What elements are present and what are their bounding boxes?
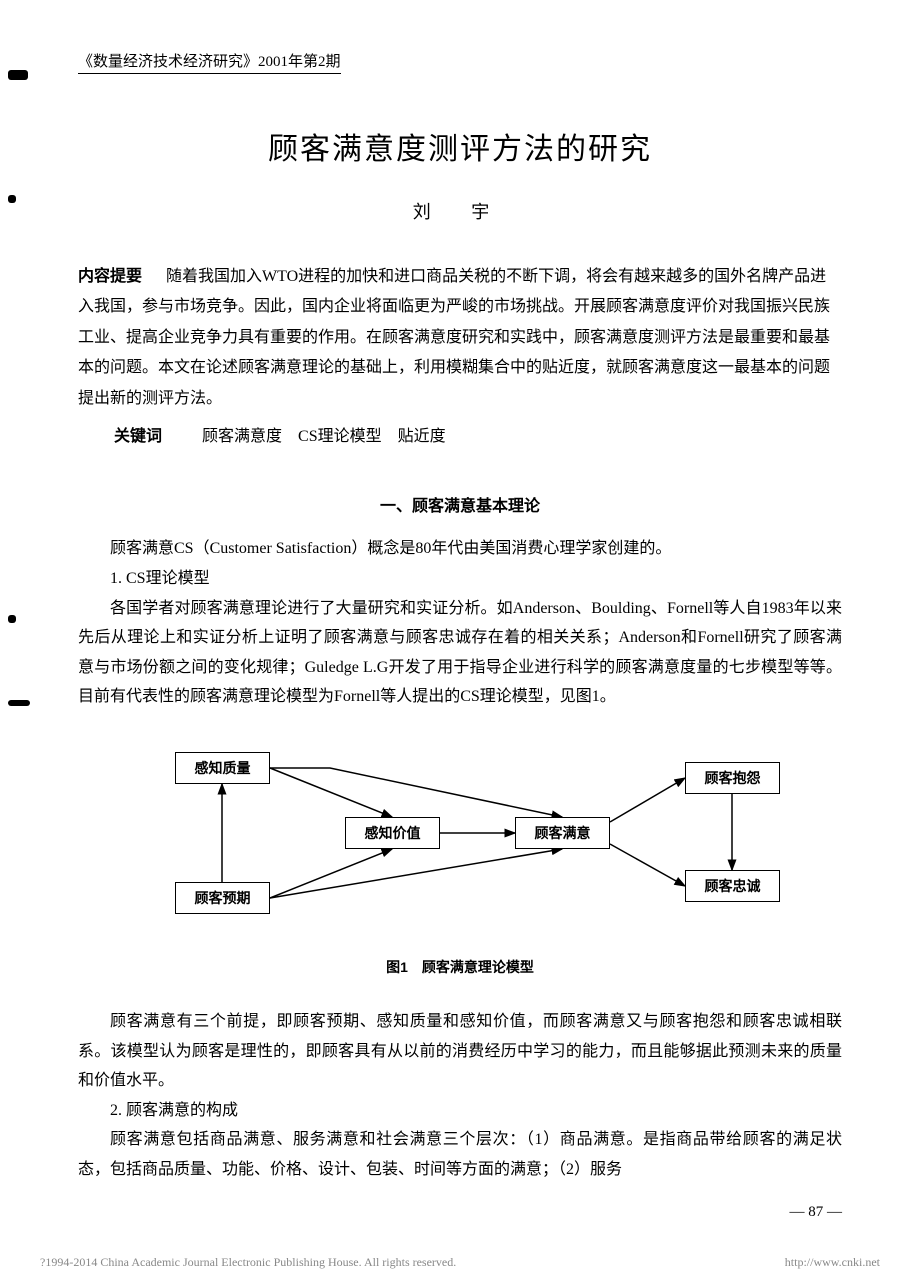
edge-customer_expectation-to-perceived_value: [270, 849, 392, 898]
keywords-indent: [78, 428, 110, 445]
paper-page: 《数量经济技术经济研究》2001年第2期 顾客满意度测评方法的研究 刘 宇 内容…: [0, 0, 920, 1251]
footer: ?1994-2014 China Academic Journal Electr…: [40, 1255, 880, 1270]
author-name: 刘 宇: [78, 198, 842, 224]
node-perceived-quality: 感知质量: [175, 752, 270, 784]
footer-url: http://www.cnki.net: [785, 1255, 880, 1270]
abstract-label: 内容提要: [78, 268, 142, 285]
journal-header: 《数量经济技术经济研究》2001年第2期: [78, 50, 341, 74]
edge-perceived_quality-to-customer_satisfaction: [270, 768, 562, 817]
edge-perceived_quality-to-perceived_value: [270, 768, 392, 817]
page-number: — 87 —: [78, 1204, 842, 1221]
node-customer-complaint: 顾客抱怨: [685, 762, 780, 794]
node-customer-expectation: 顾客预期: [175, 882, 270, 914]
abstract-text: 随着我国加入WTO进程的加快和进口商品关税的不断下调，将会有越来越多的国外名牌产…: [78, 268, 830, 407]
edge-customer_satisfaction-to-customer_complaint: [610, 778, 685, 822]
footer-copyright: ?1994-2014 China Academic Journal Electr…: [40, 1255, 456, 1270]
keywords-line: 关键词 顾客满意度 CS理论模型 贴近度: [78, 422, 842, 452]
keywords-spacer: [166, 428, 198, 445]
para-research: 各国学者对顾客满意理论进行了大量研究和实证分析。如Anderson、Bouldi…: [78, 594, 842, 712]
section-heading-1: 一、顾客满意基本理论: [78, 492, 842, 516]
node-customer-satisfaction: 顾客满意: [515, 817, 610, 849]
node-customer-loyalty: 顾客忠诚: [685, 870, 780, 902]
abstract-block: 内容提要 随着我国加入WTO进程的加快和进口商品关税的不断下调，将会有越来越多的…: [78, 262, 842, 414]
subheading-1: 1. CS理论模型: [78, 564, 842, 594]
keywords-items: 顾客满意度 CS理论模型 贴近度: [202, 428, 446, 445]
abstract-spacer: [146, 268, 162, 285]
edge-customer_satisfaction-to-customer_loyalty: [610, 844, 685, 886]
figure-1-diagram: 感知质量顾客预期 感知价值 顾客满意 顾客抱怨顾客忠诚: [120, 742, 800, 922]
node-perceived-value: 感知价值: [345, 817, 440, 849]
paper-title: 顾客满意度测评方法的研究: [78, 124, 842, 168]
edge-customer_expectation-to-customer_satisfaction: [270, 849, 562, 898]
para-cs-concept: 顾客满意CS（Customer Satisfaction）概念是80年代由美国消…: [78, 534, 842, 564]
keywords-label: 关键词: [114, 428, 162, 445]
subheading-2: 2. 顾客满意的构成: [78, 1096, 842, 1126]
para-composition: 顾客满意包括商品满意、服务满意和社会满意三个层次：（1）商品满意。是指商品带给顾…: [78, 1125, 842, 1184]
para-premises: 顾客满意有三个前提，即顾客预期、感知质量和感知价值，而顾客满意又与顾客抱怨和顾客…: [78, 1007, 842, 1096]
figure-1-caption: 图1 顾客满意理论模型: [78, 957, 842, 977]
